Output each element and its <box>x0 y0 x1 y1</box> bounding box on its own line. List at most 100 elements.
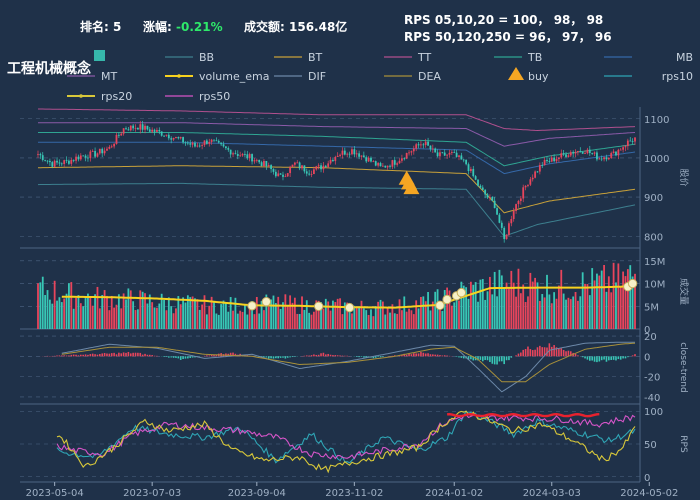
volume-bar <box>553 292 556 329</box>
volume-bar <box>610 292 613 329</box>
macd-hist-bar <box>120 353 123 357</box>
volume-bar <box>184 302 187 329</box>
candle-body <box>503 227 506 240</box>
volume-bar <box>591 268 594 329</box>
candle-body <box>346 153 349 155</box>
macd-hist-bar <box>401 354 403 357</box>
volume-bar <box>132 301 135 329</box>
volume-bar <box>177 296 180 329</box>
candle-body <box>132 125 135 129</box>
candle-body <box>37 154 39 155</box>
macd-hist-bar <box>553 345 555 357</box>
macd-hist-bar <box>206 355 208 357</box>
candle-body <box>70 159 73 164</box>
macd-hist-bar <box>481 356 484 362</box>
candle-body <box>208 141 211 144</box>
candle-body <box>550 157 553 162</box>
candle-body <box>548 161 551 162</box>
macd-hist-bar <box>165 356 168 357</box>
candle-body <box>175 137 177 138</box>
volume-bar <box>339 298 341 329</box>
candle-body <box>436 152 439 157</box>
candle-body <box>553 157 556 162</box>
volume-bar <box>619 287 622 329</box>
volume-bar <box>343 302 346 329</box>
volume-bar <box>215 313 218 329</box>
volume-bar <box>450 305 453 329</box>
macd-hist-bar <box>89 354 92 357</box>
volume-bar <box>600 270 603 329</box>
macd-hist-bar <box>403 353 406 357</box>
macd-hist-bar <box>156 355 158 357</box>
candle-body <box>460 155 463 160</box>
candle-body <box>579 150 582 152</box>
volume-bar <box>232 310 234 329</box>
candle-body <box>362 155 365 158</box>
macd-hist-bar <box>510 356 513 358</box>
volume-bar <box>48 299 51 329</box>
macd-hist-bar <box>172 356 175 358</box>
xtick-label: 2023-05-04 <box>26 488 84 499</box>
volume-bar <box>89 297 92 329</box>
macd-hist-bar <box>291 356 294 358</box>
candle-body <box>420 144 422 146</box>
candle-body <box>489 196 491 198</box>
volume-bar <box>534 277 537 329</box>
volume-bar <box>453 302 456 329</box>
macd-hist-bar <box>591 356 593 361</box>
candle-body <box>389 165 391 167</box>
macd-hist-bar <box>213 354 215 357</box>
macd-hist-bar <box>344 355 346 357</box>
candle-body <box>106 148 108 151</box>
macd-hist-bar <box>420 351 422 357</box>
macd-hist-bar <box>322 352 325 357</box>
volume-bar <box>56 300 58 329</box>
macd-hist-bar <box>94 354 96 357</box>
candle-body <box>469 168 472 172</box>
candle-body <box>534 171 537 178</box>
volume-bar <box>301 296 303 329</box>
volume-bar <box>72 308 75 329</box>
macd-hist-bar <box>615 356 617 361</box>
volume-bar <box>603 264 605 329</box>
volume-bar <box>191 296 194 329</box>
rps10-line <box>56 410 636 464</box>
legend-swatch-candle <box>94 50 105 61</box>
ytick-rps: 50 <box>644 440 657 451</box>
macd-hist-bar <box>320 353 322 357</box>
candle-body <box>141 124 144 130</box>
xtick-label: 2024-03-03 <box>523 488 581 499</box>
volume-bar <box>607 276 610 329</box>
macd-hist-bar <box>410 354 413 357</box>
macd-hist-bar <box>405 354 408 357</box>
volume-bar <box>467 298 470 329</box>
candle-body <box>358 153 360 157</box>
macd-hist-bar <box>277 356 280 359</box>
ytick-price: 800 <box>644 232 663 243</box>
macd-hist-bar <box>103 352 106 357</box>
volume-bar <box>498 269 501 329</box>
candle-body <box>108 146 111 149</box>
volume-bar <box>567 297 570 329</box>
volume-ema-marker <box>435 300 445 311</box>
volume-bar <box>305 300 308 329</box>
volume-bar <box>370 309 372 329</box>
candle-body <box>127 129 130 131</box>
candle-body <box>53 160 56 167</box>
volume-bar <box>508 288 510 329</box>
volume-bar <box>239 310 242 329</box>
candle-body <box>205 140 208 144</box>
candle-body <box>222 144 225 147</box>
candle-body <box>577 150 579 153</box>
candle-body <box>505 234 508 240</box>
macd-hist-bar <box>603 356 605 360</box>
rank-value: 5 <box>113 20 122 34</box>
volume-bar <box>336 298 339 329</box>
volume-bar <box>458 300 460 329</box>
candle-body <box>424 141 427 145</box>
candle-body <box>607 157 610 160</box>
macd-hist-bar <box>439 355 441 357</box>
volume-bar <box>548 294 551 329</box>
volume-bar <box>156 307 158 329</box>
macd-hist-bar <box>108 353 111 357</box>
